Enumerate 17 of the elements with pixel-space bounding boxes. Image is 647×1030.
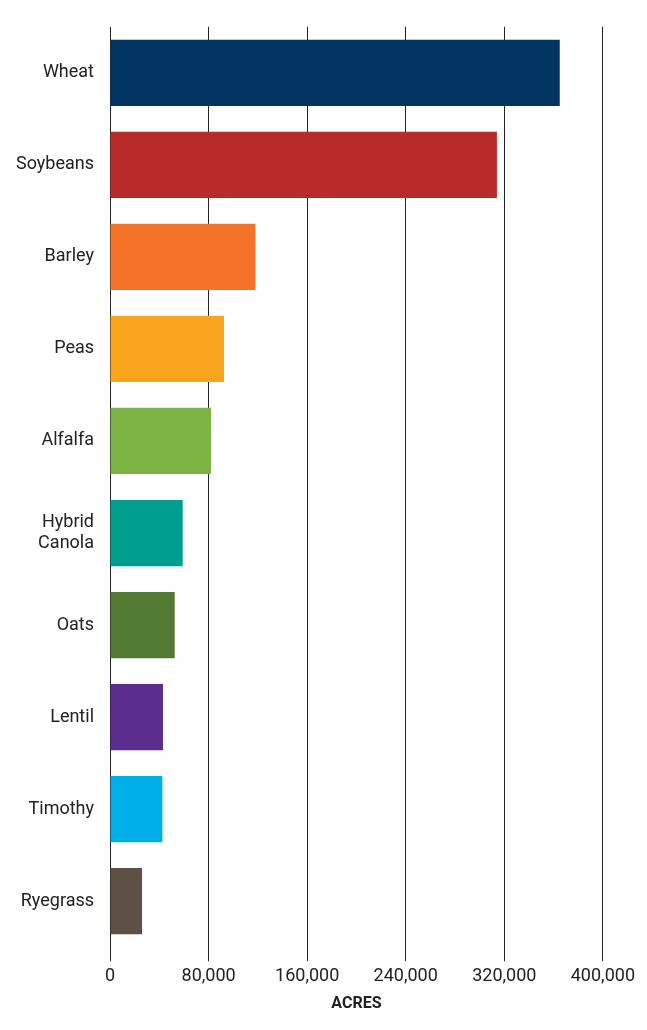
- x-tick-label: 160,000: [275, 963, 340, 985]
- y-tick-label: Peas: [54, 336, 95, 358]
- x-tick-label: 0: [104, 963, 116, 985]
- y-tick-label: Wheat: [42, 60, 95, 82]
- y-tick-label: Barley: [44, 244, 95, 266]
- y-tick-label: Ryegrass: [20, 888, 95, 910]
- x-tick-label: 400,000: [570, 963, 636, 985]
- x-axis-title: ACRES: [331, 993, 382, 1013]
- y-tick-label: Lentil: [50, 704, 95, 726]
- y-tick-label: Alfalfa: [41, 428, 95, 450]
- y-tick-label: Hybrid Canola: [38, 509, 95, 553]
- y-tick-label: Soybeans: [16, 152, 95, 174]
- x-tick-label: 80,000: [181, 963, 236, 985]
- y-tick-label: Timothy: [28, 796, 95, 818]
- x-tick-label: 320,000: [472, 963, 537, 985]
- y-tick-label: Oats: [56, 612, 95, 634]
- x-tick-label: 240,000: [373, 963, 438, 985]
